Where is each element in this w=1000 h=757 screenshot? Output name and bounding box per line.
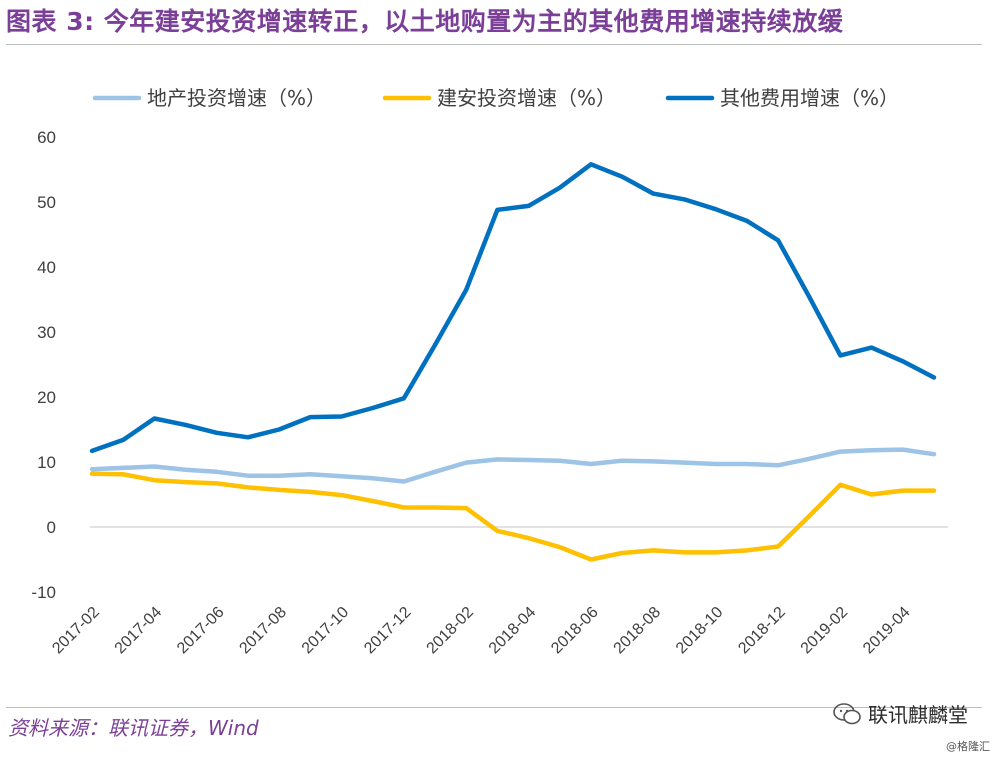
x-axis: 2017-02 2017-04 2017-06 2017-08 2017-10 2017-… bbox=[49, 604, 913, 658]
chart-title: 图表 3: 今年建安投资增速转正，以土地购置为主的其他费用增速持续放缓 bbox=[6, 7, 844, 36]
y-tick-label: 0 bbox=[47, 518, 56, 537]
y-axis: -10 0 10 20 30 40 50 60 bbox=[31, 128, 56, 602]
y-tick-label: 30 bbox=[37, 323, 56, 342]
x-tick-label: 2017-06 bbox=[174, 604, 228, 658]
x-tick-label: 2019-02 bbox=[798, 604, 852, 658]
y-tick-label: 50 bbox=[37, 193, 56, 212]
wechat-icon bbox=[833, 702, 861, 724]
title-divider bbox=[6, 44, 982, 45]
x-tick-label: 2018-08 bbox=[611, 604, 665, 658]
source-note: 资料来源：联讯证券，Wind bbox=[8, 716, 259, 740]
x-tick-label: 2018-06 bbox=[548, 604, 602, 658]
x-tick-label: 2018-12 bbox=[735, 604, 789, 658]
chart-legend: 地产投资增速（%） 建安投资增速（%） 其他费用增速（%） bbox=[92, 86, 899, 110]
legend-label: 其他费用增速（%） bbox=[720, 86, 899, 110]
y-tick-label: 10 bbox=[37, 453, 56, 472]
x-tick-label: 2018-10 bbox=[673, 604, 727, 658]
y-tick-label: -10 bbox=[31, 583, 56, 602]
source-divider bbox=[6, 707, 982, 708]
legend-label: 地产投资增速（%） bbox=[147, 86, 326, 110]
y-tick-label: 60 bbox=[37, 128, 56, 147]
x-tick-label: 2017-10 bbox=[299, 604, 353, 658]
land-investment-line bbox=[89, 447, 937, 484]
watermark-text: 联讯麒麟堂 bbox=[868, 703, 968, 727]
x-tick-label: 2017-04 bbox=[112, 604, 166, 658]
watermark-secondary: @格隆汇 bbox=[946, 740, 990, 753]
other-expense-line bbox=[89, 162, 937, 454]
series-lines bbox=[89, 162, 937, 562]
x-tick-label: 2019-04 bbox=[860, 604, 914, 658]
construction-investment-line bbox=[89, 471, 937, 562]
watermark: 联讯麒麟堂 bbox=[832, 699, 968, 728]
x-tick-label: 2017-02 bbox=[49, 604, 103, 658]
y-tick-label: 40 bbox=[37, 258, 56, 277]
x-tick-label: 2018-02 bbox=[424, 604, 478, 658]
x-tick-label: 2018-04 bbox=[486, 604, 540, 658]
x-tick-label: 2017-12 bbox=[361, 604, 415, 658]
x-tick-label: 2017-08 bbox=[236, 604, 290, 658]
line-chart: 地产投资增速（%） 建安投资增速（%） 其他费用增速（%） -10 0 10 20 30 40… bbox=[31, 86, 948, 658]
legend-label: 建安投资增速（%） bbox=[437, 86, 616, 110]
y-tick-label: 20 bbox=[37, 388, 56, 407]
